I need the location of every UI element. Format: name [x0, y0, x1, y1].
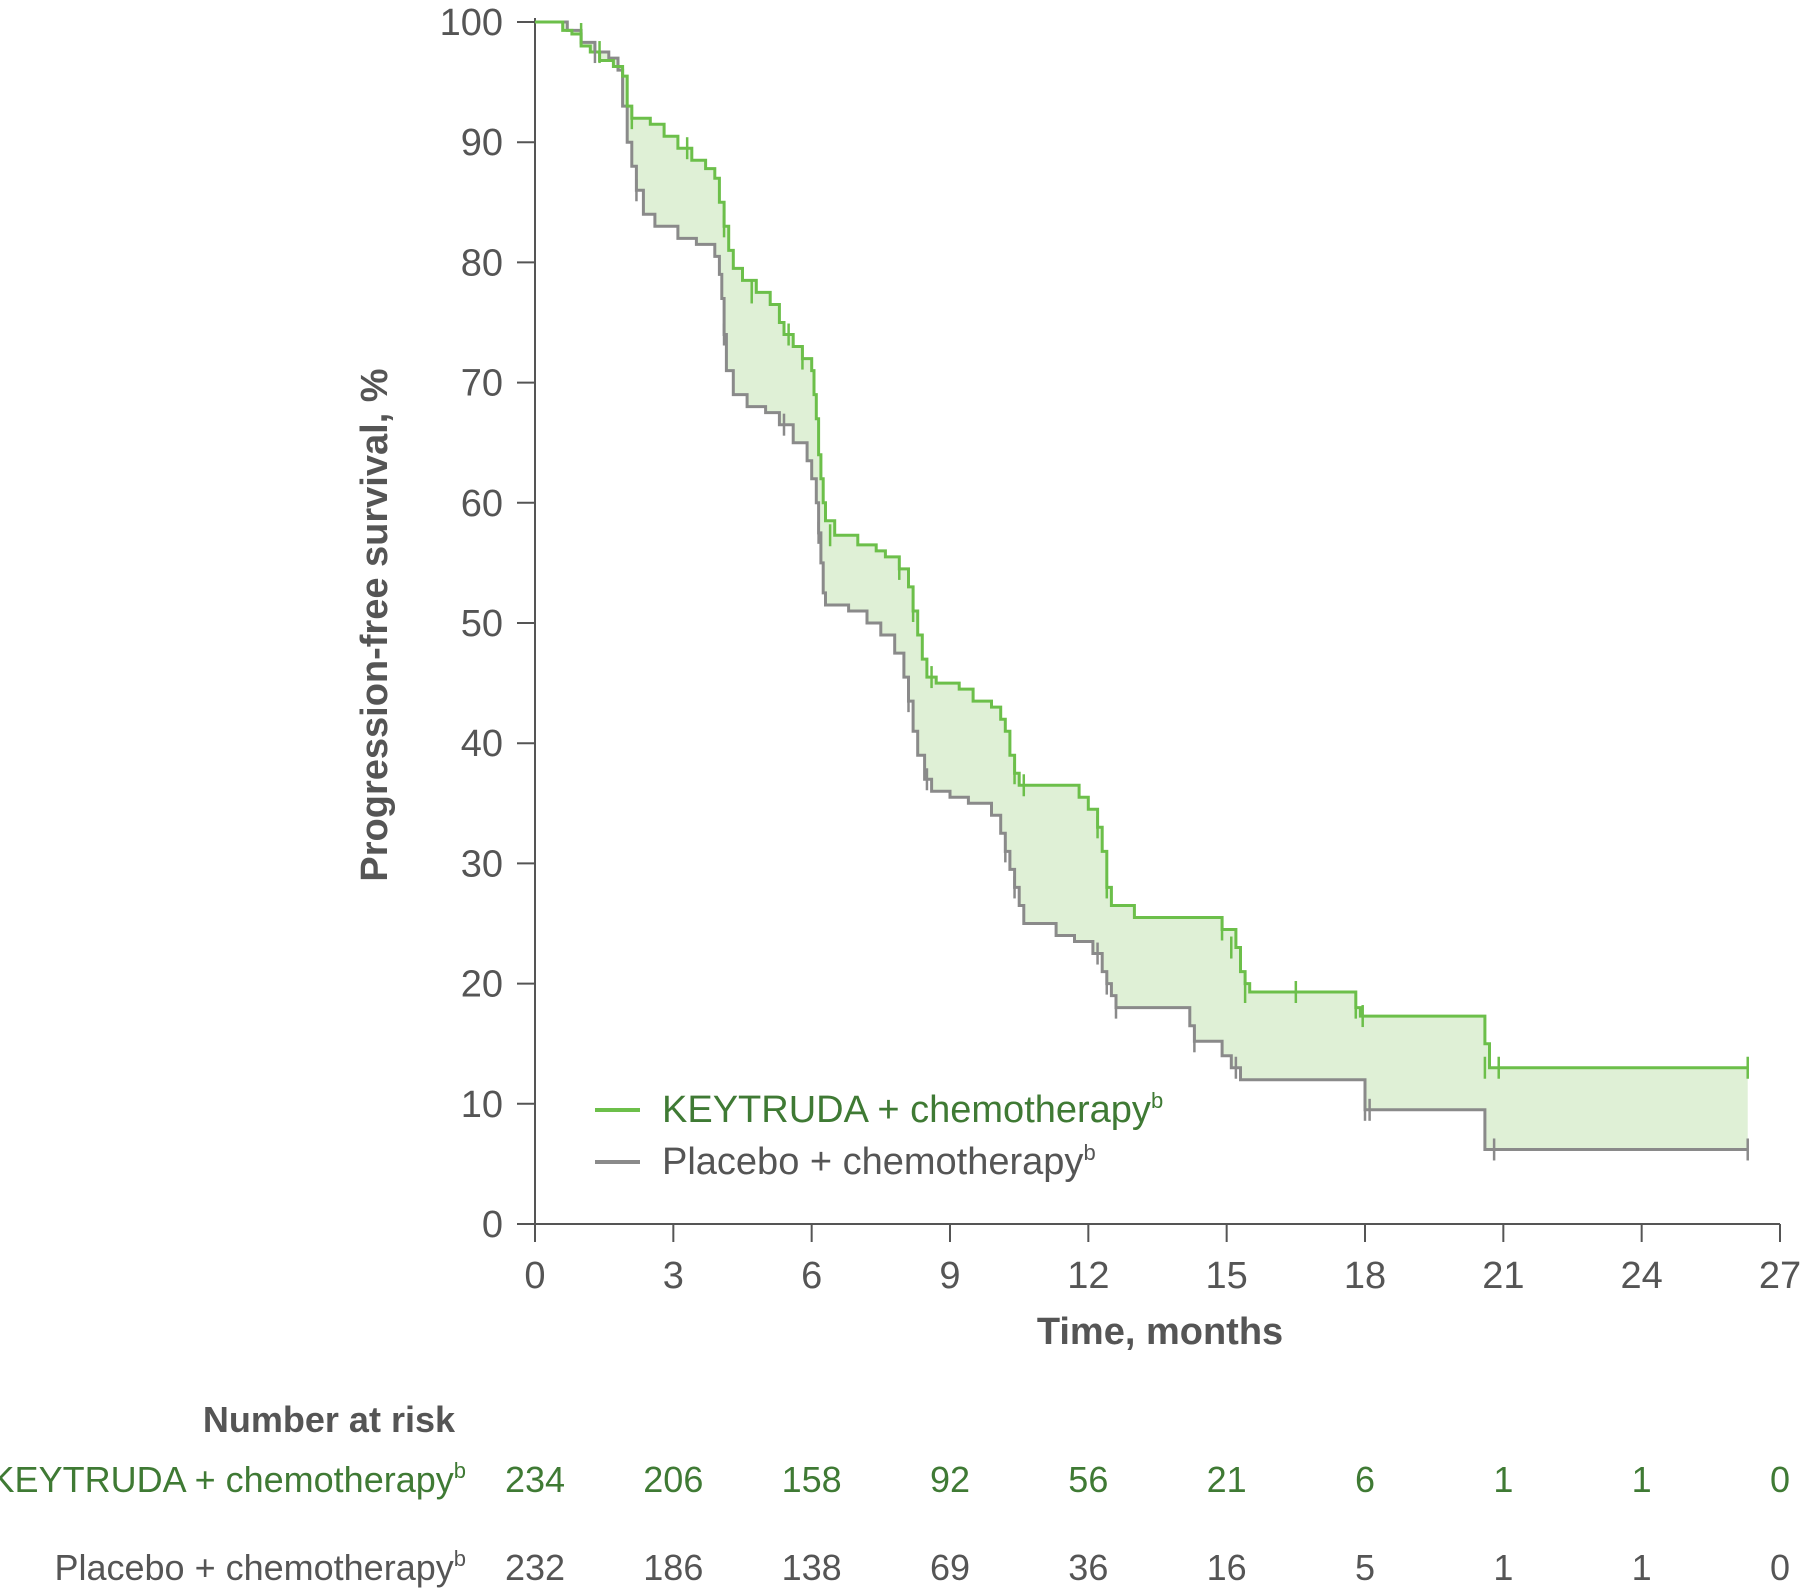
x-axis-title: Time, months: [1037, 1311, 1283, 1353]
risk-value: 1: [1493, 1459, 1513, 1500]
axes: 0 10 20 30 40 50 60 70 80 90 100 0 3 6 9 12 15 18 21 24 27: [440, 2, 1800, 1297]
risk-value: 69: [930, 1547, 970, 1588]
x-tick-label: 18: [1344, 1255, 1386, 1297]
risk-value: 56: [1068, 1459, 1108, 1500]
x-tick-label: 3: [663, 1255, 684, 1297]
censor-marks: [579, 23, 1749, 1161]
number-at-risk-table: Number at risk KEYTRUDA + chemotherapyb 23…: [0, 1399, 1790, 1588]
y-axis-title: Progression-free survival, %: [354, 368, 396, 881]
x-tick-label: 12: [1067, 1255, 1109, 1297]
x-tick-label: 6: [801, 1255, 822, 1297]
difference-shading: [535, 22, 1748, 1150]
y-tick-label: 90: [461, 122, 503, 164]
risk-value: 158: [782, 1459, 842, 1500]
risk-value: 6: [1355, 1459, 1375, 1500]
y-tick-label: 20: [461, 964, 503, 1006]
keytruda-series-line: [535, 20, 1748, 1070]
legend-label: KEYTRUDA + chemotherapyb: [662, 1088, 1163, 1131]
risk-value: 186: [643, 1547, 703, 1588]
risk-value: 36: [1068, 1547, 1108, 1588]
y-tick-label: 30: [461, 843, 503, 885]
legend: KEYTRUDA + chemotherapyb Placebo + chemot…: [595, 1088, 1163, 1183]
x-tick-label: 27: [1759, 1255, 1800, 1297]
risk-value: 0: [1770, 1459, 1790, 1500]
x-tick-label: 24: [1621, 1255, 1663, 1297]
y-tick-label: 60: [461, 483, 503, 525]
x-tick-label: 0: [524, 1255, 545, 1297]
risk-row: Placebo + chemotherapyb 232 186 138 69 36 16 5 1…: [54, 1546, 1790, 1588]
legend-item-placebo: Placebo + chemotherapyb: [595, 1140, 1096, 1183]
risk-value: 0: [1770, 1547, 1790, 1588]
legend-label: Placebo + chemotherapyb: [662, 1140, 1096, 1183]
risk-row-label: KEYTRUDA + chemotherapyb: [0, 1458, 466, 1500]
risk-value: 138: [782, 1547, 842, 1588]
difference-area: [535, 22, 1748, 1150]
legend-item-keytruda: KEYTRUDA + chemotherapyb: [595, 1088, 1163, 1131]
risk-row: KEYTRUDA + chemotherapyb 234 206 158 92 56 21 6…: [0, 1458, 1790, 1500]
risk-value: 92: [930, 1459, 970, 1500]
risk-value: 1: [1632, 1459, 1652, 1500]
risk-value: 16: [1207, 1547, 1247, 1588]
y-tick-label: 0: [482, 1204, 503, 1246]
x-tick-label: 15: [1206, 1255, 1248, 1297]
risk-row-label: Placebo + chemotherapyb: [54, 1546, 466, 1588]
risk-value: 1: [1493, 1547, 1513, 1588]
x-tick-label: 21: [1482, 1255, 1524, 1297]
risk-value: 206: [643, 1459, 703, 1500]
risk-value: 234: [505, 1459, 565, 1500]
y-tick-label: 40: [461, 723, 503, 765]
risk-value: 21: [1207, 1459, 1247, 1500]
x-tick-label: 9: [939, 1255, 960, 1297]
y-tick-label: 10: [461, 1084, 503, 1126]
risk-value: 232: [505, 1547, 565, 1588]
risk-table-title: Number at risk: [203, 1399, 456, 1440]
y-tick-label: 50: [461, 603, 503, 645]
y-tick-label: 80: [461, 242, 503, 284]
y-tick-label: 100: [440, 2, 503, 44]
risk-value: 1: [1632, 1547, 1652, 1588]
y-tick-label: 70: [461, 363, 503, 405]
risk-value: 5: [1355, 1547, 1375, 1588]
